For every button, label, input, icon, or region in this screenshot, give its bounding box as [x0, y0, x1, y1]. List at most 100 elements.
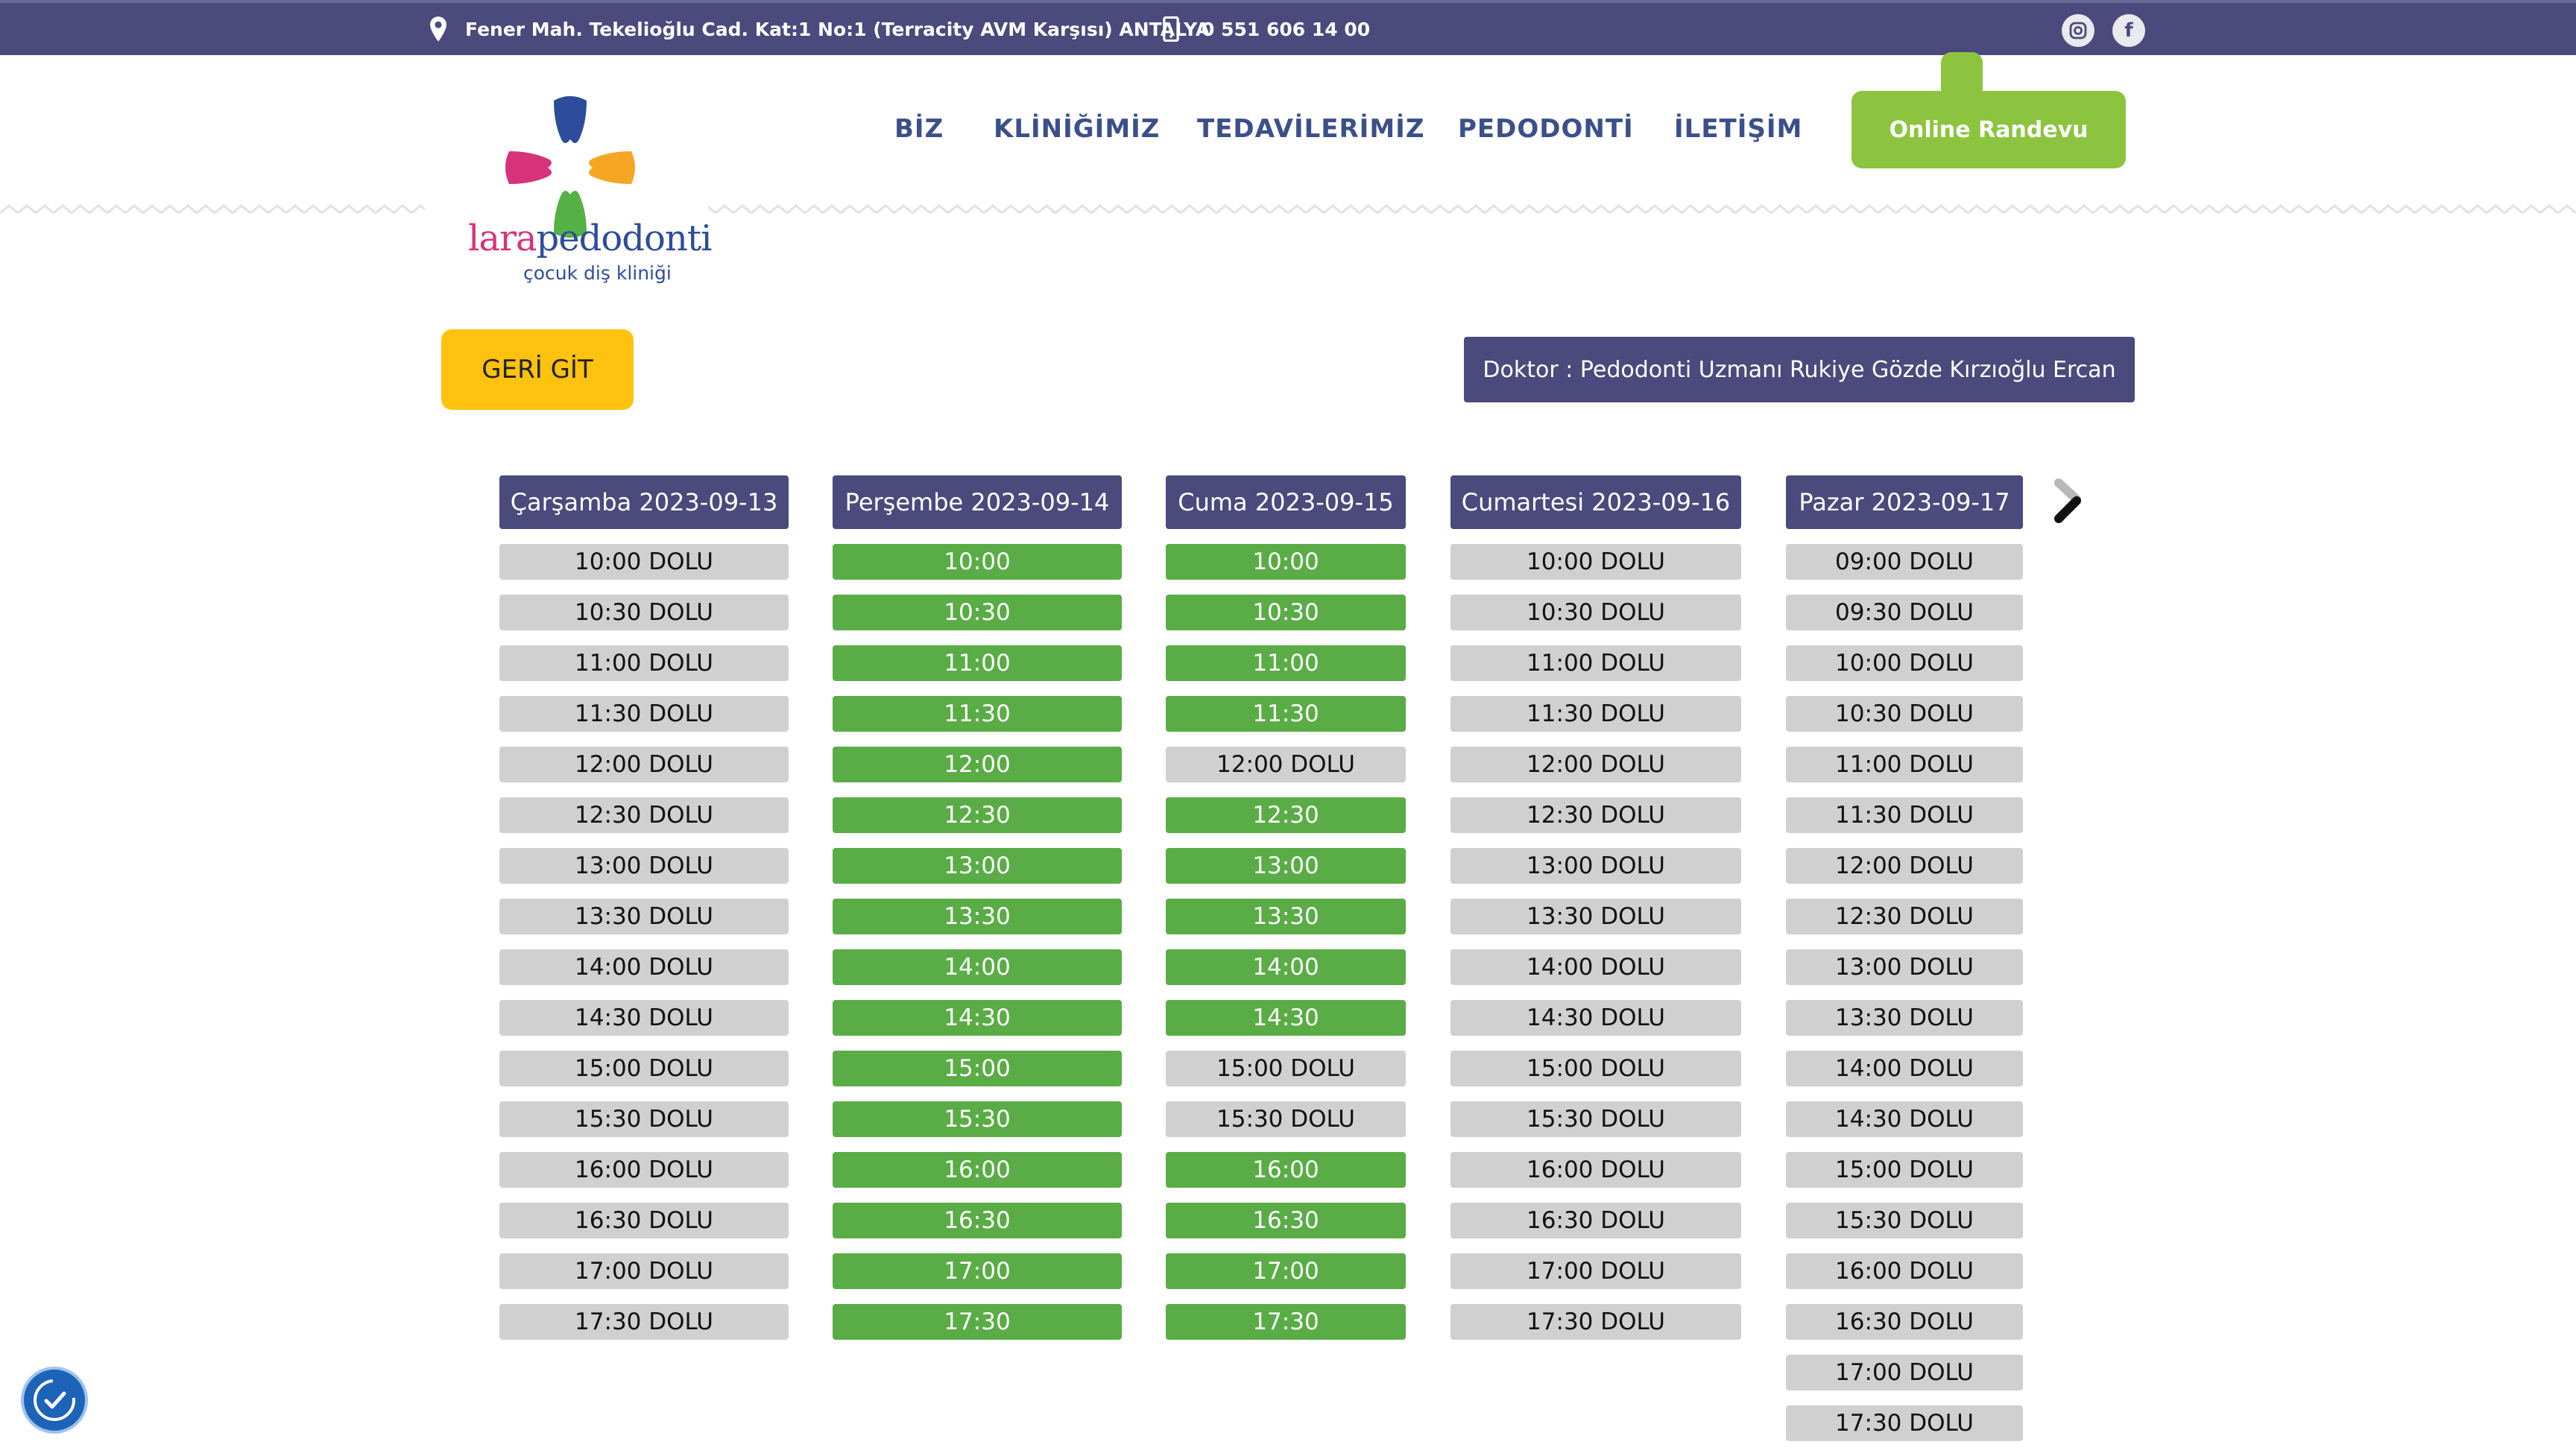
time-slot-full: 15:30 DOLU: [1450, 1101, 1741, 1137]
time-slot-available[interactable]: 13:00: [833, 848, 1122, 884]
nav-item-iletisim[interactable]: İLETİŞİM: [1674, 114, 1803, 144]
accessibility-icon: [34, 1379, 75, 1421]
time-slot-available[interactable]: 16:30: [1166, 1203, 1406, 1238]
nav-item-tedavilerimiz[interactable]: TEDAVİLERİMİZ: [1197, 114, 1425, 144]
time-slot-full: 15:30 DOLU: [1166, 1101, 1406, 1137]
time-slot-available[interactable]: 14:30: [1166, 1000, 1406, 1036]
time-slot-available[interactable]: 14:30: [833, 1000, 1122, 1036]
time-slot-available[interactable]: 11:00: [1166, 645, 1406, 681]
logo-wordmark: larapedodonti: [468, 218, 713, 259]
facebook-icon: f: [2124, 19, 2133, 42]
time-slot-available[interactable]: 12:30: [833, 797, 1122, 833]
time-slot-available[interactable]: 17:00: [833, 1253, 1122, 1289]
instagram-icon: [2069, 22, 2087, 39]
time-slot-full: 14:00 DOLU: [499, 949, 789, 985]
time-slot-available[interactable]: 11:00: [833, 645, 1122, 681]
time-slot-full: 16:30 DOLU: [1786, 1304, 2023, 1340]
time-slot-available[interactable]: 17:00: [1166, 1253, 1406, 1289]
time-slot-full: 17:30 DOLU: [1450, 1304, 1741, 1340]
facebook-link[interactable]: f: [2112, 14, 2145, 47]
day-header: Cuma 2023-09-15: [1166, 475, 1406, 529]
time-slot-full: 09:30 DOLU: [1786, 595, 2023, 630]
cta-tab-decoration: [1941, 52, 1983, 95]
nav-item-biz[interactable]: BİZ: [894, 114, 944, 144]
time-slot-available[interactable]: 13:00: [1166, 848, 1406, 884]
time-slot-available[interactable]: 13:30: [833, 899, 1122, 934]
time-slot-full: 10:00 DOLU: [1450, 544, 1741, 580]
time-slot-available[interactable]: 15:00: [833, 1051, 1122, 1086]
day-column: Cumartesi 2023-09-16 10:00 DOLU 10:30 DOL…: [1450, 475, 1741, 1355]
time-slot-full: 12:30 DOLU: [1786, 899, 2023, 934]
time-slot-available[interactable]: 10:00: [833, 544, 1122, 580]
time-slot-available[interactable]: 17:30: [1166, 1304, 1406, 1340]
time-slot-full: 10:30 DOLU: [1786, 696, 2023, 732]
time-slot-available[interactable]: 11:30: [833, 696, 1122, 732]
time-slot-full: 13:00 DOLU: [499, 848, 789, 884]
time-slot-full: 15:30 DOLU: [499, 1101, 789, 1137]
time-slot-available[interactable]: 12:30: [1166, 797, 1406, 833]
logo-text-pedodonti: pedodonti: [536, 218, 713, 259]
top-info-bar: Fener Mah. Tekelioğlu Cad. Kat:1 No:1 (T…: [0, 0, 2576, 55]
time-slot-available[interactable]: 17:30: [833, 1304, 1122, 1340]
time-slot-full: 15:00 DOLU: [1450, 1051, 1741, 1086]
header-wave-divider: [0, 200, 2576, 218]
time-slot-available[interactable]: 16:00: [1166, 1152, 1406, 1188]
phone-text[interactable]: 0 551 606 14 00: [1202, 18, 1371, 40]
time-slot-available[interactable]: 10:00: [1166, 544, 1406, 580]
logo-text-lara: lara: [468, 218, 537, 259]
phone-block[interactable]: 0 551 606 14 00: [1161, 3, 1370, 55]
time-slot-full: 16:00 DOLU: [1786, 1253, 2023, 1289]
time-slot-full: 10:00 DOLU: [499, 544, 789, 580]
slot-list: 10:00 10:30 11:00 11:30 12:00 12:30 13:00 13:30…: [833, 544, 1122, 1340]
time-slot-available[interactable]: 16:00: [833, 1152, 1122, 1188]
time-slot-full: 14:00 DOLU: [1786, 1051, 2023, 1086]
day-column: Pazar 2023-09-17 09:00 DOLU 09:30 DOLU 10:…: [1786, 475, 2023, 1456]
time-slot-available[interactable]: 14:00: [833, 949, 1122, 985]
time-slot-full: 16:00 DOLU: [1450, 1152, 1741, 1188]
chevron-right-icon[interactable]: [2048, 477, 2093, 529]
doctor-label: Doktor : Pedodonti Uzmanı Rukiye Gözde K…: [1464, 337, 2135, 402]
time-slot-full: 16:30 DOLU: [1450, 1203, 1741, 1238]
time-slot-full: 11:30 DOLU: [1450, 696, 1741, 732]
time-slot-full: 12:00 DOLU: [1786, 848, 2023, 884]
time-slot-full: 13:00 DOLU: [1450, 848, 1741, 884]
time-slot-full: 17:00 DOLU: [1450, 1253, 1741, 1289]
time-slot-available[interactable]: 14:00: [1166, 949, 1406, 985]
day-header: Perşembe 2023-09-14: [833, 475, 1122, 529]
time-slot-full: 10:30 DOLU: [499, 595, 789, 630]
time-slot-full: 13:30 DOLU: [499, 899, 789, 934]
time-slot-full: 13:30 DOLU: [1786, 1000, 2023, 1036]
time-slot-available[interactable]: 12:00: [833, 747, 1122, 782]
time-slot-full: 13:00 DOLU: [1786, 949, 2023, 985]
time-slot-full: 17:30 DOLU: [1786, 1405, 2023, 1441]
tooth-logo-icon: [505, 96, 635, 238]
time-slot-available[interactable]: 16:30: [833, 1203, 1122, 1238]
back-button[interactable]: GERİ GİT: [441, 329, 634, 410]
time-slot-full: 15:00 DOLU: [499, 1051, 789, 1086]
day-column: Çarşamba 2023-09-13 10:00 DOLU 10:30 DOLU…: [499, 475, 789, 1355]
nav-item-pedodonti[interactable]: PEDODONTİ: [1458, 114, 1634, 144]
map-pin-icon: [430, 16, 446, 42]
time-slot-full: 15:00 DOLU: [1166, 1051, 1406, 1086]
time-slot-full: 17:30 DOLU: [499, 1304, 789, 1340]
time-slot-full: 14:30 DOLU: [1786, 1101, 2023, 1137]
time-slot-full: 11:30 DOLU: [499, 696, 789, 732]
day-column: Cuma 2023-09-15 10:00 10:30 11:00 11:30 12:0…: [1166, 475, 1406, 1355]
accessibility-button[interactable]: [21, 1367, 88, 1434]
time-slot-available[interactable]: 13:30: [1166, 899, 1406, 934]
time-slot-available[interactable]: 11:30: [1166, 696, 1406, 732]
time-slot-available[interactable]: 10:30: [1166, 595, 1406, 630]
time-slot-full: 12:00 DOLU: [499, 747, 789, 782]
instagram-link[interactable]: [2062, 14, 2094, 47]
time-slot-full: 14:30 DOLU: [1450, 1000, 1741, 1036]
mobile-phone-icon: [1163, 16, 1179, 42]
time-slot-available[interactable]: 10:30: [833, 595, 1122, 630]
time-slot-full: 15:30 DOLU: [1786, 1203, 2023, 1238]
time-slot-full: 15:00 DOLU: [1786, 1152, 2023, 1188]
time-slot-full: 09:00 DOLU: [1786, 544, 2023, 580]
time-slot-full: 12:00 DOLU: [1450, 747, 1741, 782]
time-slot-available[interactable]: 15:30: [833, 1101, 1122, 1137]
nav-item-klinigimiz[interactable]: KLİNİĞİMİZ: [994, 114, 1161, 144]
online-randevu-button[interactable]: Online Randevu: [1852, 91, 2126, 168]
time-slot-full: 14:30 DOLU: [499, 1000, 789, 1036]
